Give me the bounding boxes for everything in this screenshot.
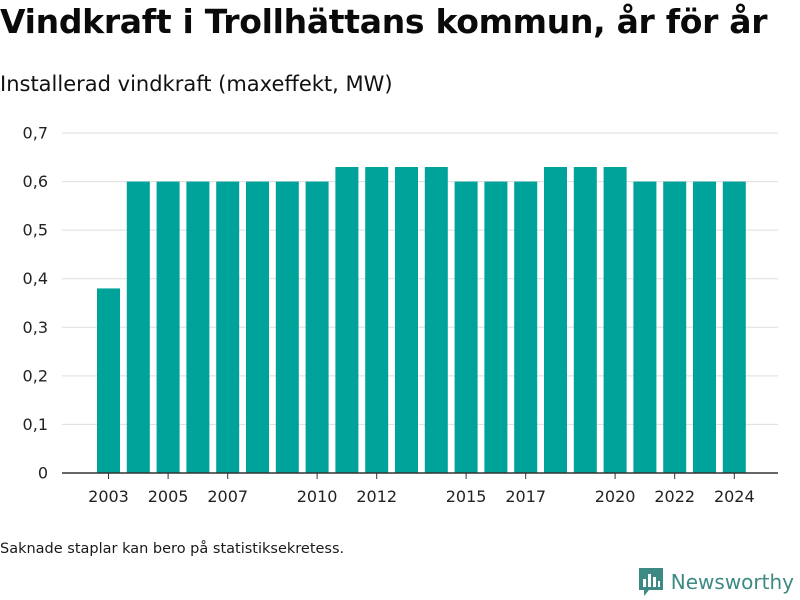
bar-2005[interactable]: [156, 181, 180, 474]
bar-2004[interactable]: [126, 181, 150, 474]
bar-2022[interactable]: [663, 181, 687, 474]
bar-2019[interactable]: [573, 167, 597, 473]
y-axis-ticks: 0 0,1 0,2 0,3 0,4 0,5 0,6 0,7: [23, 124, 48, 483]
bar-2011[interactable]: [335, 167, 359, 473]
x-tick-label: 2012: [356, 487, 397, 506]
x-tick-label: 2007: [207, 487, 248, 506]
chart-title: Vindkraft i Trollhättans kommun, år för …: [0, 2, 768, 41]
bar-2021[interactable]: [633, 181, 657, 474]
bar-2023[interactable]: [693, 181, 716, 474]
y-tick-label: 0,6: [23, 172, 48, 191]
x-axis-ticks: 2003 2005 2007 2010 2012 2015 2017 2020 2022 2024: [62, 472, 778, 506]
x-tick-label: 2010: [297, 487, 338, 506]
bars: [97, 167, 746, 474]
x-tick-label: 2003: [88, 487, 129, 506]
x-tick-label: 2022: [654, 487, 695, 506]
x-tick-label: 2017: [505, 487, 546, 506]
y-tick-label: 0,1: [23, 415, 48, 434]
y-tick-label: 0: [38, 464, 48, 483]
bar-2007[interactable]: [216, 181, 240, 474]
y-tick-label: 0,5: [23, 221, 48, 240]
brand-logo[interactable]: Newsworthy: [638, 568, 794, 596]
bar-2010[interactable]: [305, 181, 329, 474]
y-tick-label: 0,3: [23, 318, 48, 337]
bar-2006[interactable]: [186, 181, 210, 474]
x-tick-label: 2015: [446, 487, 487, 506]
x-tick-label: 2020: [595, 487, 636, 506]
chart-subtitle: Installerad vindkraft (maxeffekt, MW): [0, 72, 393, 96]
bar-2013[interactable]: [395, 167, 418, 473]
bar-2012[interactable]: [365, 167, 389, 473]
bar-2016[interactable]: [484, 181, 508, 474]
bar-2018[interactable]: [544, 167, 567, 473]
y-tick-label: 0,7: [23, 124, 48, 143]
gridlines: [62, 132, 778, 425]
footnote: Saknade staplar kan bero på statistiksek…: [0, 541, 345, 557]
bar-2024[interactable]: [722, 181, 746, 474]
bar-2009[interactable]: [275, 181, 299, 474]
bar-2008[interactable]: [246, 181, 269, 474]
brand-name: Newsworthy: [670, 570, 794, 594]
x-tick-label: 2005: [148, 487, 189, 506]
bar-2015[interactable]: [454, 181, 478, 474]
bar-chart-logo-icon: [638, 568, 663, 596]
x-tick-label: 2024: [714, 487, 755, 506]
y-tick-label: 0,2: [23, 366, 48, 385]
bar-2014[interactable]: [424, 167, 448, 473]
bar-2020[interactable]: [603, 167, 627, 473]
y-tick-label: 0,4: [23, 269, 48, 288]
bar-2017[interactable]: [514, 181, 538, 474]
bar-2003[interactable]: [97, 288, 120, 473]
